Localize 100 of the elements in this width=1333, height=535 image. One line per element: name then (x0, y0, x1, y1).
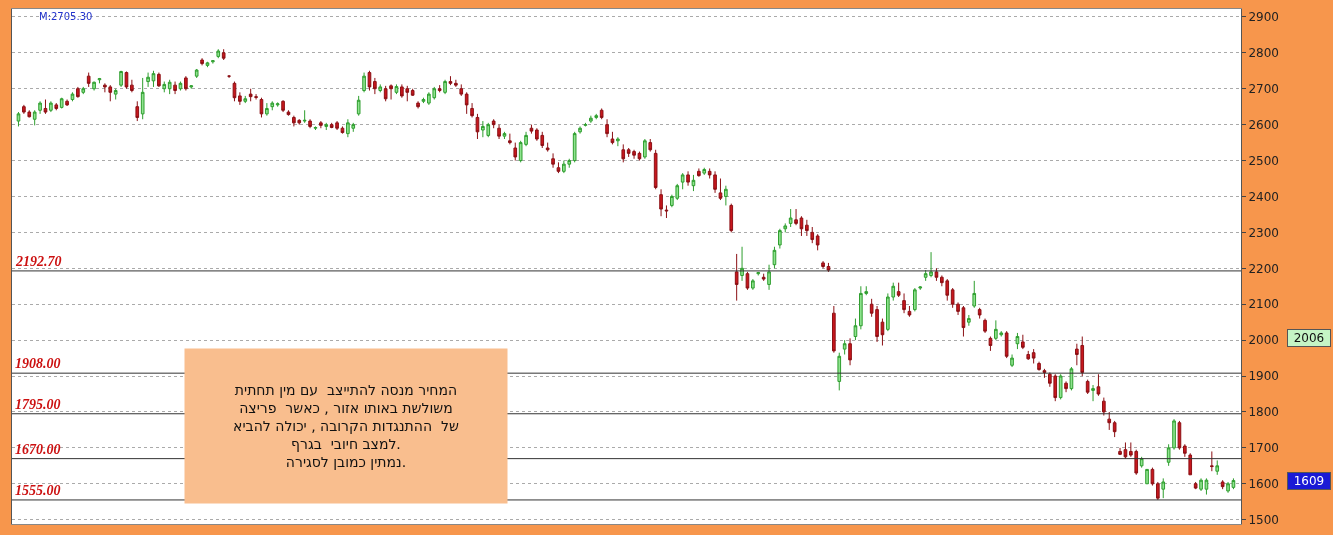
annotation: המחיר מנסה להתייצב עם מין תחתית משולשת באותו אזור , כאשר פריצה של ההתנגדות הקרובה , יכולה להביא למצב חיובי בגרף. נמתין כמובן לסגירה. (233, 381, 459, 471)
candlestick (281, 99, 285, 113)
candlestick (65, 99, 69, 107)
candlestick (599, 107, 604, 120)
candlestick (221, 48, 226, 61)
candlestick (167, 79, 172, 95)
candlestick (1150, 467, 1155, 487)
y-tick-label: 2200 (1248, 261, 1279, 276)
y-tick-label: 1700 (1248, 441, 1279, 456)
candlestick (464, 91, 469, 115)
candlestick (972, 280, 977, 309)
candlestick (832, 305, 836, 354)
candlestick (140, 77, 145, 120)
candlestick (1210, 450, 1214, 472)
candlestick (308, 118, 312, 129)
candlestick (967, 314, 971, 327)
candlestick (1156, 481, 1160, 501)
candlestick (556, 161, 561, 174)
candlestick (745, 271, 750, 291)
candlestick (842, 339, 847, 355)
candlestick (162, 81, 167, 93)
candlestick (32, 109, 37, 126)
candlestick (621, 143, 626, 163)
candlestick (896, 282, 901, 298)
candlestick (589, 115, 593, 124)
candlestick (761, 273, 766, 282)
candlestick (416, 100, 420, 109)
candlestick (691, 174, 696, 192)
candlestick (788, 208, 793, 228)
candlestick (1058, 373, 1063, 400)
candlestick (302, 109, 307, 124)
ref-line-label: 1908.00 (15, 356, 61, 371)
candlestick (583, 122, 588, 127)
candlestick (756, 271, 761, 276)
candlestick (97, 77, 102, 84)
candlestick (610, 131, 615, 145)
candlestick (356, 95, 361, 117)
candlestick (988, 336, 993, 352)
candlestick (157, 72, 161, 88)
candlestick (1069, 366, 1074, 391)
y-tick-label: 2600 (1248, 117, 1279, 132)
candlestick (184, 75, 188, 92)
candlestick (81, 86, 86, 95)
candlestick (1139, 456, 1144, 469)
candlestick (616, 136, 620, 147)
y-tick-label: 2500 (1248, 153, 1279, 168)
text: 1609 (1293, 474, 1325, 488)
text: 2006 (1293, 331, 1325, 345)
candlestick (1021, 334, 1025, 350)
candlestick (319, 120, 323, 129)
candlestick (373, 77, 377, 95)
y-tick-label: 2100 (1248, 297, 1279, 312)
candlestick (410, 88, 415, 97)
candlestick (545, 142, 550, 153)
candlestick (135, 100, 140, 122)
candlestick (216, 48, 221, 59)
candlestick (1037, 361, 1041, 372)
y-tick-label: 1600 (1248, 476, 1279, 491)
y-tick-label: 1800 (1248, 405, 1279, 420)
candlestick (113, 88, 118, 100)
candlestick (718, 178, 723, 201)
candlestick (848, 337, 852, 366)
candlestick (551, 152, 555, 169)
candlestick (470, 102, 474, 118)
candlestick (38, 100, 42, 115)
y-tick-label: 2700 (1248, 81, 1279, 96)
candlestick (778, 228, 782, 250)
candlestick (977, 307, 982, 320)
candlestick (211, 59, 215, 65)
candlestick (1004, 330, 1009, 359)
candlestick (459, 83, 464, 97)
candlestick (805, 219, 809, 237)
note-box: המחיר מנסה להתייצב עם מין תחתית משולשת באותו אזור , כאשר פריצה של ההתנגדות הקרובה , יכולה להביא למצב חיובי בגרף. נמתין כמובן לסגירה. (184, 348, 508, 504)
candlestick (146, 72, 150, 88)
candlestick (1010, 353, 1014, 368)
candlestick (686, 170, 690, 187)
candlestick (200, 57, 204, 66)
candlestick (59, 97, 64, 109)
candlestick (653, 149, 658, 190)
candlestick (92, 81, 96, 92)
candlestick (1107, 411, 1112, 431)
candlestick (286, 109, 291, 117)
candlestick (313, 125, 318, 131)
candlestick (70, 91, 75, 102)
candlestick (1026, 350, 1031, 361)
candlestick (902, 292, 906, 314)
candlestick (1145, 468, 1149, 485)
candlestick (1220, 479, 1225, 490)
candlestick (378, 83, 383, 93)
candlestick (1102, 397, 1106, 417)
candlestick (815, 233, 820, 251)
candlestick (1091, 384, 1095, 402)
candlestick (513, 142, 518, 162)
candlestick (729, 203, 734, 233)
ref-line-label: 1555.00 (15, 483, 61, 498)
candlestick (16, 111, 21, 127)
candlestick (702, 167, 707, 176)
candlestick (772, 246, 777, 269)
y-tick-label: 2400 (1248, 189, 1279, 204)
candlestick (572, 131, 577, 163)
